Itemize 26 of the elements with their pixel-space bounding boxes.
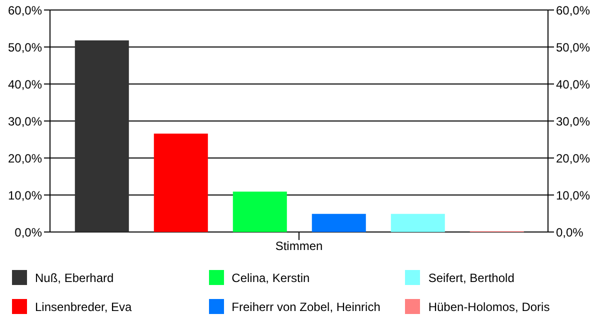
bar <box>74 40 129 232</box>
legend-label: Hüben-Holomos, Doris <box>428 300 550 314</box>
y-tick-label: 60,0% <box>8 3 42 18</box>
legend-label: Linsenbreder, Eva <box>35 300 132 314</box>
y-tick-label: 30,0% <box>8 114 42 128</box>
y-tick-label: 20,0% <box>8 151 42 166</box>
y2-tick-label: 40,0% <box>556 77 590 92</box>
y2-tick-label: 0,0% <box>556 225 584 240</box>
legend-label: Seifert, Berthold <box>428 270 514 284</box>
bar <box>312 214 366 232</box>
y2-tick-label: 20,0% <box>556 151 590 166</box>
y2-tick-label: 10,0% <box>556 188 590 202</box>
bar <box>390 214 445 232</box>
y-tick-label: 10,0% <box>8 188 42 202</box>
y2-tick-label: 50,0% <box>556 40 590 54</box>
y-tick-label: 40,0% <box>8 77 42 92</box>
legend-label: Nuß, Eberhard <box>35 270 114 284</box>
legend-label: Celina, Kerstin <box>232 270 310 284</box>
y2-tick-label: 30,0% <box>556 114 590 128</box>
bar <box>232 192 287 232</box>
y-tick-label: 0,0% <box>14 225 42 240</box>
y-tick-label: 50,0% <box>8 40 42 54</box>
x-axis-title: Stimmen <box>275 239 323 253</box>
y2-tick-label: 60,0% <box>556 3 590 18</box>
legend-label: Freiherr von Zobel, Heinrich <box>232 300 380 314</box>
bar <box>154 134 208 232</box>
